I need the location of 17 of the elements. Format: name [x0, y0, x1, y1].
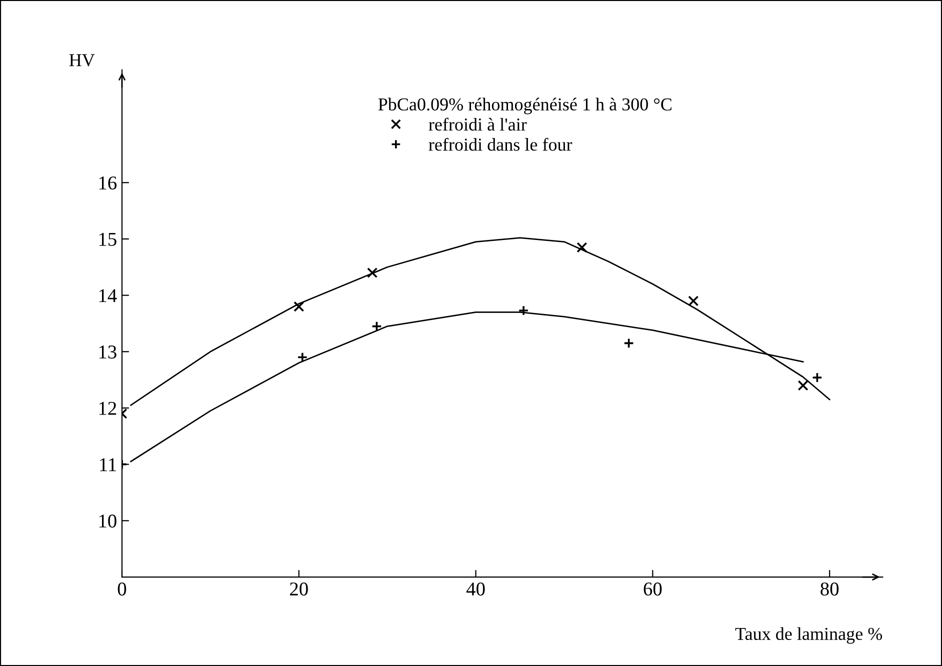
y-axis-title: HV	[69, 54, 95, 66]
legend-title: PbCa0.09% réhomogénéisé 1 h à 300 °C	[378, 98, 672, 114]
x-tick-label: 80	[820, 582, 839, 596]
y-tick-label: 15	[99, 232, 116, 246]
legend-label: refroidi dans le four	[428, 138, 572, 151]
y-tick-label: 10	[99, 514, 116, 528]
x-tick-label: 0	[118, 582, 126, 596]
legend-label: refroidi à l'air	[428, 118, 527, 131]
y-tick-label: 11	[100, 458, 116, 472]
x-tick-label: 20	[290, 582, 308, 596]
y-tick-label: 13	[99, 346, 116, 359]
x-tick-label: 60	[644, 582, 662, 596]
y-tick-label: 14	[99, 289, 117, 302]
x-tick-label: 40	[466, 582, 485, 596]
y-tick-label: 16	[99, 176, 117, 190]
x-axis-title: Taux de laminage %	[735, 627, 882, 644]
y-tick-label: 12	[99, 402, 116, 415]
